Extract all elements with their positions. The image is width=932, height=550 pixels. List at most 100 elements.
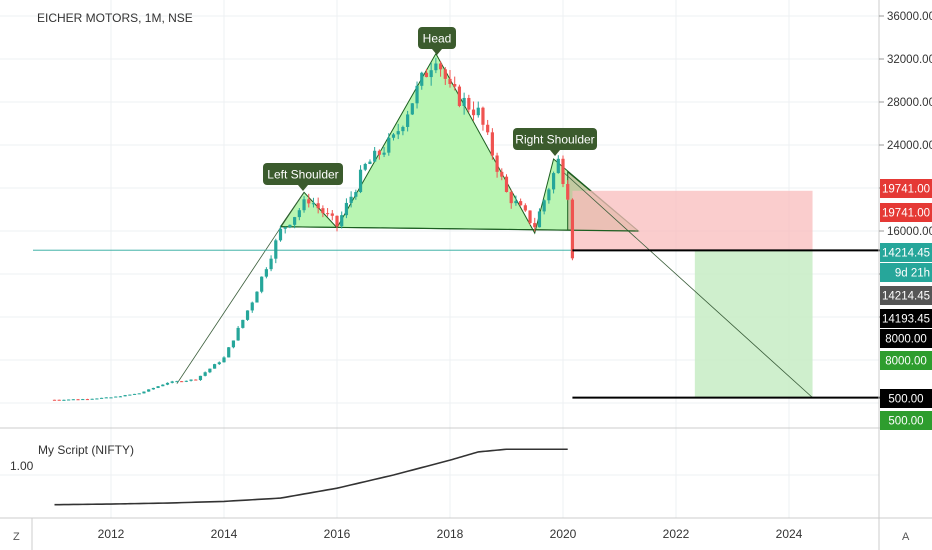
candle-body	[212, 364, 217, 369]
candle-body	[194, 379, 198, 381]
candle-body	[533, 223, 537, 228]
candle-body	[387, 137, 391, 153]
candle-body	[95, 398, 99, 400]
candle-body	[504, 176, 509, 192]
candle-body	[476, 107, 480, 116]
candle-body	[288, 224, 292, 228]
candle-body	[443, 69, 447, 79]
time-tick: 2012	[98, 527, 125, 541]
price-tick: 24000.00	[887, 140, 932, 152]
auto-scale-button[interactable]: A	[902, 531, 910, 543]
candle-body	[142, 391, 146, 394]
neckline[interactable]	[280, 226, 639, 232]
log-scale-button[interactable]: Z	[13, 531, 20, 543]
candle-body	[311, 203, 316, 205]
price-tag-text: 8000.00	[885, 356, 927, 368]
price-tick: 16000.00	[887, 226, 932, 238]
candle-body	[349, 196, 353, 203]
candle-body	[363, 163, 367, 170]
indicator-line	[54, 448, 568, 506]
indicator-tick: 1.00	[10, 459, 34, 473]
candle-body	[509, 191, 513, 204]
candle-body	[114, 396, 118, 398]
candle-body	[490, 132, 494, 156]
candle-body	[222, 357, 226, 363]
pattern-label: Head	[418, 27, 456, 55]
rise-trendline[interactable]	[176, 192, 305, 384]
price-tag-text: 8000.00	[885, 334, 927, 346]
candle-body	[62, 399, 66, 401]
candle-body	[198, 375, 203, 381]
candle-body	[104, 397, 108, 399]
candle-body	[67, 399, 71, 401]
candle-body	[274, 240, 278, 259]
candle-body	[52, 399, 57, 401]
candle-body	[170, 381, 174, 383]
candle-body	[373, 150, 377, 162]
candle-body	[81, 399, 85, 401]
price-tag-text: 9d 21h	[895, 268, 930, 280]
candle-body	[137, 393, 141, 395]
candle-body	[85, 399, 90, 401]
candle-body	[189, 379, 193, 381]
candle-body	[415, 85, 419, 104]
candle-body	[264, 269, 268, 277]
candle-body	[109, 397, 113, 399]
candle-body	[396, 131, 400, 135]
price-tag: 14193.45	[880, 309, 932, 328]
candle-body	[471, 109, 476, 116]
price-tag: 19741.00	[880, 203, 932, 222]
candle-body	[551, 173, 556, 190]
candle-body	[547, 189, 551, 201]
candle-body	[302, 199, 306, 211]
candle-body	[231, 340, 236, 348]
candle-body	[123, 395, 127, 397]
candle-body	[283, 227, 287, 229]
time-tick: 2014	[211, 527, 238, 541]
candle-body	[293, 217, 297, 225]
candles-group	[52, 57, 575, 401]
candle-body	[147, 389, 151, 392]
pattern-label-text: Left Shoulder	[267, 168, 338, 182]
candle-body	[453, 84, 457, 87]
candle-body	[514, 201, 518, 204]
candle-body	[537, 211, 542, 228]
target-zone-2[interactable]	[694, 250, 813, 398]
candle-body	[90, 398, 94, 400]
candle-body	[528, 210, 532, 224]
price-tag-text: 500.00	[888, 416, 923, 428]
time-tick: 2022	[663, 527, 690, 541]
candle-body	[99, 397, 104, 399]
price-tag-text: 14193.45	[882, 314, 930, 326]
candle-body	[519, 201, 523, 206]
candle-body	[438, 63, 443, 70]
candle-body	[325, 213, 330, 215]
candle-body	[203, 372, 207, 376]
candle-body	[467, 97, 471, 110]
stop-loss-zone[interactable]	[572, 190, 813, 251]
candle-body	[161, 384, 165, 387]
price-tag-text: 19741.00	[882, 208, 930, 220]
candle-body	[57, 399, 61, 401]
indicator-title: My Script (NIFTY)	[38, 443, 134, 457]
candle-body	[391, 134, 396, 138]
candle-body	[410, 103, 414, 115]
candle-body	[208, 368, 212, 373]
projection-line[interactable]	[562, 171, 813, 398]
time-tick: 2018	[437, 527, 464, 541]
candle-body	[448, 78, 452, 85]
candle-body	[330, 213, 334, 216]
candle-body	[561, 158, 565, 185]
candle-body	[368, 161, 372, 164]
candle-body	[321, 208, 325, 214]
candle-body	[566, 184, 570, 200]
candle-body	[278, 228, 283, 241]
candle-body	[316, 203, 320, 209]
time-axis[interactable]: 2012 2014 2016 2018 2020 2022 2024	[98, 527, 803, 541]
candle-body	[429, 70, 433, 78]
main-grid	[0, 0, 879, 518]
candle-body	[156, 386, 160, 388]
candle-body	[165, 382, 170, 385]
candle-body	[457, 86, 462, 106]
